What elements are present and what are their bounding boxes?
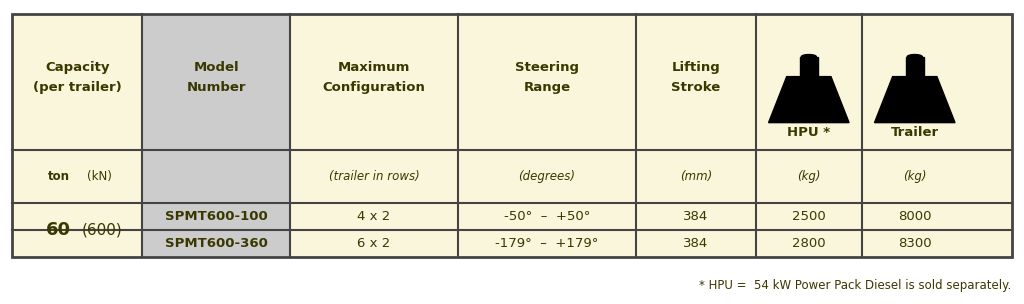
Polygon shape bbox=[907, 54, 923, 57]
Polygon shape bbox=[874, 77, 955, 123]
Text: (mm): (mm) bbox=[680, 170, 712, 183]
Text: (600): (600) bbox=[82, 223, 122, 238]
Text: HPU *: HPU * bbox=[787, 126, 830, 139]
Bar bbox=[142, 14, 290, 257]
Text: SPMT600-100: SPMT600-100 bbox=[165, 210, 267, 223]
Bar bbox=[12, 14, 1012, 257]
Text: Steering: Steering bbox=[515, 61, 579, 74]
Text: (trailer in rows): (trailer in rows) bbox=[329, 170, 420, 183]
Text: 6 x 2: 6 x 2 bbox=[357, 237, 391, 250]
Text: 4 x 2: 4 x 2 bbox=[357, 210, 391, 223]
Text: * HPU =  54 kW Power Pack Diesel is sold separately.: * HPU = 54 kW Power Pack Diesel is sold … bbox=[699, 279, 1012, 292]
Polygon shape bbox=[769, 77, 849, 123]
Text: Model: Model bbox=[194, 61, 239, 74]
Text: 8300: 8300 bbox=[898, 237, 932, 250]
Text: Stroke: Stroke bbox=[672, 81, 721, 94]
Text: Trailer: Trailer bbox=[891, 126, 939, 139]
Text: 384: 384 bbox=[683, 210, 709, 223]
Text: (degrees): (degrees) bbox=[518, 170, 575, 183]
Polygon shape bbox=[906, 57, 924, 77]
Polygon shape bbox=[802, 54, 816, 57]
Text: Number: Number bbox=[186, 81, 246, 94]
Text: Maximum: Maximum bbox=[338, 61, 411, 74]
Text: 60: 60 bbox=[46, 221, 72, 239]
Text: 2800: 2800 bbox=[792, 237, 825, 250]
Text: ton: ton bbox=[48, 170, 70, 183]
Text: (per trailer): (per trailer) bbox=[33, 81, 122, 94]
Text: SPMT600-360: SPMT600-360 bbox=[165, 237, 267, 250]
Text: -179°  –  +179°: -179° – +179° bbox=[496, 237, 599, 250]
Text: 2500: 2500 bbox=[792, 210, 825, 223]
Polygon shape bbox=[800, 57, 818, 77]
Text: (kN): (kN) bbox=[87, 170, 113, 183]
Text: 8000: 8000 bbox=[898, 210, 932, 223]
Text: Capacity: Capacity bbox=[45, 61, 110, 74]
Text: (kg): (kg) bbox=[903, 170, 927, 183]
Bar bbox=[12, 14, 1012, 257]
Text: -50°  –  +50°: -50° – +50° bbox=[504, 210, 590, 223]
Text: (kg): (kg) bbox=[797, 170, 820, 183]
Text: Configuration: Configuration bbox=[323, 81, 426, 94]
Text: 384: 384 bbox=[683, 237, 709, 250]
Text: Lifting: Lifting bbox=[672, 61, 720, 74]
Text: Range: Range bbox=[523, 81, 570, 94]
